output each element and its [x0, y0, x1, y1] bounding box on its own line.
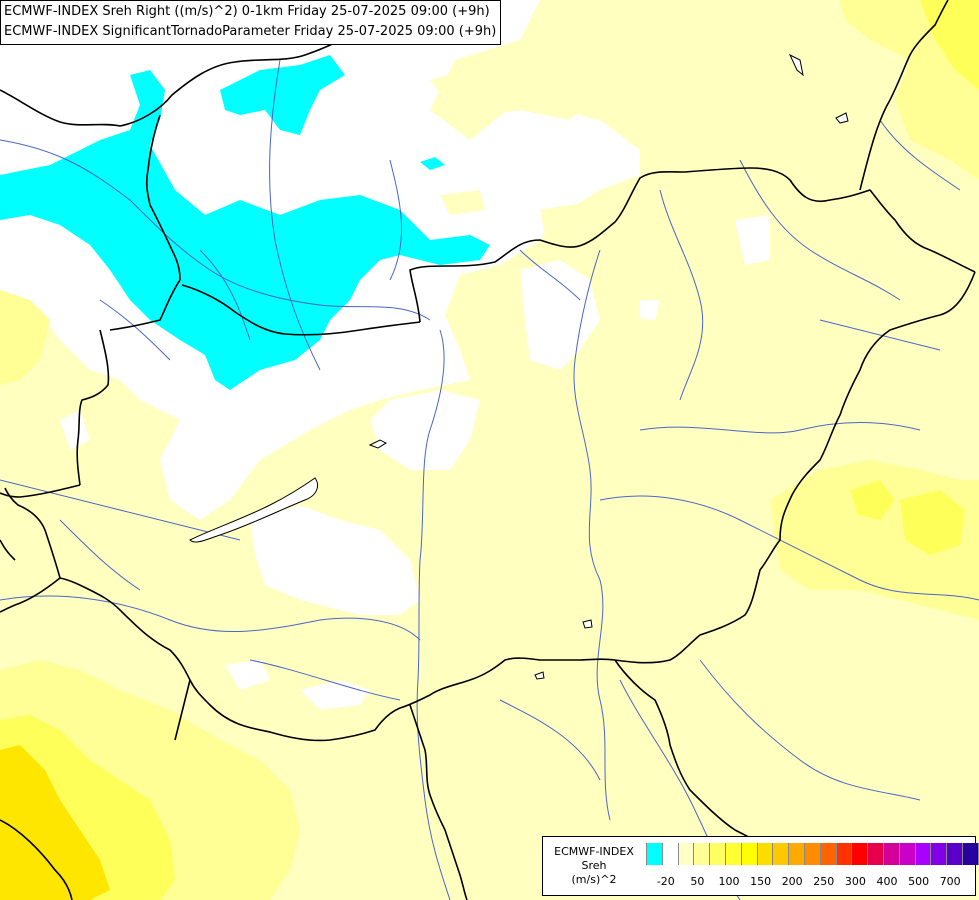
legend-tick-label: 700 — [939, 875, 961, 888]
legend-swatch — [661, 843, 678, 865]
legend-swatch — [977, 843, 979, 865]
legend-swatch — [788, 843, 804, 865]
legend-swatch — [946, 843, 962, 865]
legend-swatch — [756, 843, 773, 865]
legend-swatch — [835, 843, 852, 865]
legend-swatch — [882, 843, 899, 865]
legend-swatch — [867, 843, 883, 865]
legend-swatch — [803, 843, 820, 865]
legend-tick-label: -20 — [656, 875, 675, 888]
legend-tick-label: 500 — [908, 875, 930, 888]
lakes — [189, 53, 849, 680]
legend-tick-label: 150 — [750, 875, 772, 888]
legend-title-line3: (m/s)^2 — [571, 873, 617, 886]
legend-swatch — [740, 843, 757, 865]
legend-swatch — [819, 843, 836, 865]
cyan-zones — [0, 55, 490, 390]
legend-swatch — [772, 843, 789, 865]
legend-tick-label: 50 — [690, 875, 705, 888]
title-line-sreh: ECMWF-INDEX Sreh Right ((m/s)^2) 0-1km F… — [4, 4, 490, 19]
title-line-stp: ECMWF-INDEX SignificantTornadoParameter … — [4, 24, 497, 39]
legend-title-line2: Sreh — [581, 859, 607, 872]
map-title-box: ECMWF-INDEX Sreh Right ((m/s)^2) 0-1km F… — [0, 0, 502, 45]
legend-swatch — [646, 843, 662, 865]
legend-ticks: -20 50 100 150 200 250 300 400 500 700 — [646, 875, 971, 891]
legend-tick-label: 250 — [813, 875, 835, 888]
legend-title-line1: ECMWF-INDEX — [554, 845, 634, 858]
legend-tick-label: 400 — [876, 875, 898, 888]
pale-patches — [430, 30, 620, 240]
legend-swatch — [914, 843, 931, 865]
legend-swatch — [677, 843, 694, 865]
color-legend: ECMWF-INDEX Sreh (m/s)^2 -20 50 100 150 200 2… — [542, 836, 979, 896]
legend-title: ECMWF-INDEX Sreh (m/s)^2 — [547, 845, 641, 887]
rivers — [0, 59, 979, 900]
legend-tick-label: 200 — [781, 875, 803, 888]
legend-tick-label: 300 — [844, 875, 866, 888]
legend-tick-label: 100 — [718, 875, 740, 888]
legend-swatch — [693, 843, 710, 865]
legend-swatch — [709, 843, 725, 865]
legend-swatch — [851, 843, 868, 865]
legend-swatches — [646, 843, 979, 865]
legend-swatch — [961, 843, 978, 865]
legend-swatch — [930, 843, 947, 865]
legend-swatch — [898, 843, 915, 865]
legend-swatch — [724, 843, 741, 865]
